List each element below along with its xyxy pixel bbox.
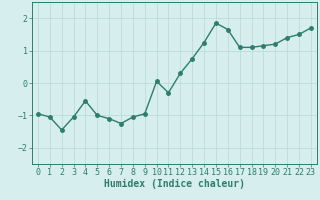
- X-axis label: Humidex (Indice chaleur): Humidex (Indice chaleur): [104, 179, 245, 189]
